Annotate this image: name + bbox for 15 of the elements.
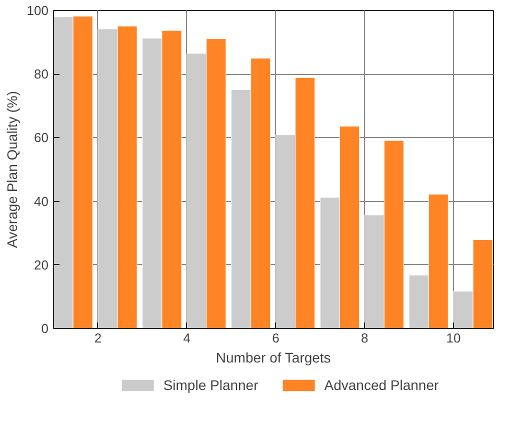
y-axis-title: Average Plan Quality (%) xyxy=(4,91,20,248)
y-tick-label: 60 xyxy=(34,130,49,146)
y-tick-label: 100 xyxy=(26,3,49,18)
legend-label: Advanced Planner xyxy=(324,377,439,393)
x-tick-label: 10 xyxy=(446,330,461,346)
y-tick-label: 20 xyxy=(34,257,49,272)
y-tick-label: 40 xyxy=(34,194,49,209)
y-tick-label: 0 xyxy=(41,321,49,336)
x-tick-label: 4 xyxy=(183,330,190,346)
x-tick-label: 6 xyxy=(272,330,280,346)
y-tick-label: 80 xyxy=(34,66,49,82)
x-tick-label: 2 xyxy=(94,330,102,346)
x-tick-label: 8 xyxy=(360,330,368,346)
legend-label: Simple Planner xyxy=(163,377,258,393)
x-axis-title: Number of Targets xyxy=(216,350,331,366)
